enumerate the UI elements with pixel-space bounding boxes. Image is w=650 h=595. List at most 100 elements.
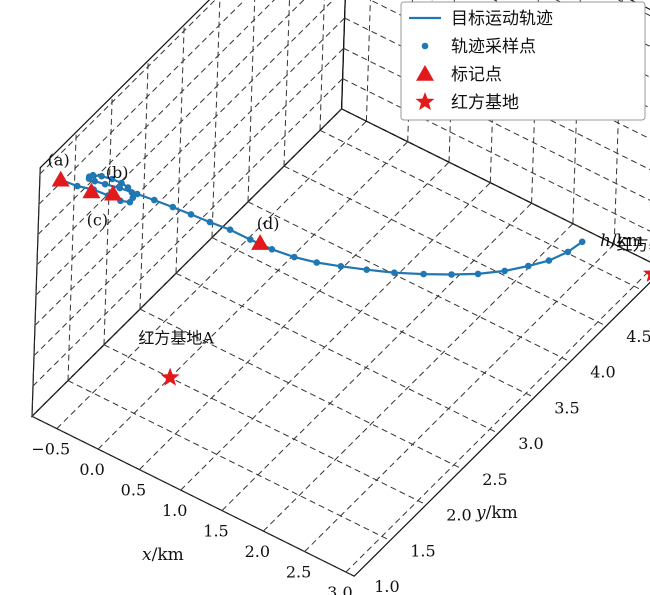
sample-point: [151, 196, 158, 204]
y-gridline-left: [175, 24, 185, 274]
marker-label: (b): [106, 163, 129, 182]
legend-star-swatch: [415, 92, 435, 111]
z-gridline-left: [31, 108, 342, 417]
y-gridline-left: [247, 0, 256, 202]
y-axis-label-unit: /km: [486, 503, 518, 523]
legend-entry-label: 红方基地: [451, 93, 519, 113]
y-gridline-floor: [103, 344, 427, 506]
trajectory-series: [57, 171, 586, 278]
x-gridline-floor: [262, 223, 574, 532]
y-gridline-left: [67, 132, 77, 381]
y-gridline-left: [211, 0, 221, 238]
sample-point: [268, 246, 276, 253]
legend-entry-label: 轨迹采样点: [451, 37, 536, 57]
y-tick-label: 4.5: [626, 327, 650, 346]
base-label: 红方基地B: [617, 235, 650, 254]
y-tick-label: 2.5: [482, 470, 507, 489]
base-points: 红方基地A 红方基地B: [138, 235, 650, 386]
sample-point: [129, 194, 137, 202]
marker-label: (c): [87, 211, 108, 230]
sample-point: [337, 263, 345, 270]
sample-point: [128, 189, 136, 196]
z-gridline-left: [37, 0, 275, 235]
z-gridline-left: [36, 0, 305, 266]
z-gridline-left: [39, 0, 216, 175]
y-tick-label: 3.0: [518, 434, 543, 453]
base-star: [642, 270, 650, 282]
z-gridline-left: [33, 47, 344, 357]
sample-point: [169, 203, 177, 211]
x-gridline-floor: [304, 243, 615, 552]
z-axis-label: h/km: [600, 231, 643, 251]
x-tick-label: 1.0: [162, 501, 187, 520]
sample-point: [116, 184, 124, 192]
z-gridline-left: [34, 17, 345, 326]
sample-point: [91, 177, 99, 185]
marker-points: (a) (b) (c) (d): [48, 151, 280, 250]
y-gridline-left: [31, 167, 41, 417]
sample-point: [101, 180, 109, 188]
legend-triangle-swatch: [416, 65, 434, 81]
x-gridline-back: [365, 0, 371, 122]
sample-point: [226, 226, 234, 233]
x-tick-label: 0.0: [79, 460, 104, 479]
y-axis-label-variable: y: [475, 503, 486, 523]
sample-point: [133, 190, 141, 198]
x-tick-label: 2.0: [245, 542, 270, 561]
sample-point: [187, 211, 195, 218]
z-gridline-left: [38, 0, 246, 205]
back-wall-pane: [340, 0, 650, 263]
y-gridline-floor: [211, 237, 535, 398]
marker-label: (a): [48, 151, 70, 170]
x-gridline-floor: [180, 182, 491, 491]
x-gridline-floor: [345, 269, 650, 573]
y-gridline-floor: [319, 129, 643, 291]
marker-label: (d): [257, 214, 280, 233]
sample-point: [108, 175, 116, 183]
sample-point: [247, 236, 254, 243]
x-tick-label: 3.0: [327, 583, 352, 595]
sample-point: [474, 270, 482, 278]
legend-dot-swatch: [421, 42, 429, 50]
marker-triangle: [51, 170, 70, 187]
y-axis-label: y/km: [475, 503, 518, 523]
marker-triangle: [104, 184, 123, 201]
sample-point: [363, 266, 371, 274]
sample-point: [501, 267, 509, 275]
sample-point: [525, 262, 532, 270]
z-axis-label-unit: /km: [611, 231, 643, 251]
x-axis-label-unit: /km: [152, 545, 184, 565]
marker-triangle: [251, 234, 270, 250]
x-tick-label: 2.5: [286, 563, 311, 582]
sample-point: [124, 184, 132, 191]
x-tick-label: 0.5: [121, 481, 146, 500]
y-gridline-left: [319, 0, 325, 131]
sample-point: [545, 257, 553, 264]
y-gridline-floor: [283, 165, 607, 327]
sample-point: [85, 175, 93, 182]
x-tick-label: 1.5: [203, 522, 228, 541]
x-gridline-floor: [139, 161, 450, 470]
x-axis-label-variable: x: [142, 545, 152, 565]
marker-triangle: [82, 182, 101, 199]
x-axis-label: x/km: [142, 545, 184, 565]
sample-point: [206, 218, 214, 226]
y-tick-label: 4.0: [590, 363, 615, 382]
base-label: 红方基地A: [138, 329, 214, 348]
y-gridline-left: [283, 0, 290, 167]
y-tick-label: 1.0: [374, 577, 399, 595]
sample-point: [578, 238, 586, 246]
sample-point: [118, 179, 125, 187]
legend-box: [400, 1, 646, 121]
y-tick-label: 1.5: [410, 542, 435, 561]
x-gridline-floor: [97, 141, 409, 450]
legend-entry-label: 目标运动轨迹: [451, 9, 553, 29]
y-gridline-floor: [175, 272, 499, 434]
sample-point: [564, 248, 572, 256]
z-gridline-left: [35, 0, 334, 296]
y-gridline-left: [103, 96, 113, 345]
tick-labels: −0.5 0.0 0.5 1.0 1.5 2.0 2.5 3.0 1.0 1.5 2.0 2.5 3.0…: [31, 327, 650, 595]
sample-point: [391, 269, 398, 277]
y-gridline-left: [139, 60, 149, 310]
